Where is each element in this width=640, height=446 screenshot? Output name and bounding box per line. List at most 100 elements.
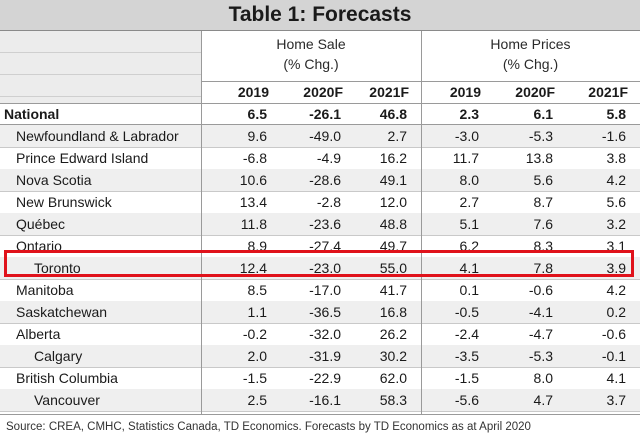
row-value: -4.9 bbox=[316, 150, 341, 166]
row-value: 30.2 bbox=[379, 348, 407, 364]
row-value: 4.2 bbox=[606, 282, 626, 298]
row-value: 41.7 bbox=[379, 282, 407, 298]
row-value: 48.8 bbox=[379, 216, 407, 232]
row-value: -1.5 bbox=[242, 370, 267, 386]
row-value: 8.0 bbox=[533, 370, 553, 386]
row-label: Alberta bbox=[16, 326, 61, 342]
table-row: National 6.5 -26.1 46.8 2.3 6.1 5.8 bbox=[0, 103, 640, 125]
row-value: 2.3 bbox=[459, 106, 479, 122]
toronto-highlight-box bbox=[4, 250, 634, 277]
row-value: 26.2 bbox=[379, 326, 407, 342]
home-sale-label: Home Sale bbox=[276, 36, 346, 52]
row-value: -0.6 bbox=[601, 326, 626, 342]
year-header-sale-2020f: 2020F bbox=[303, 84, 343, 100]
row-value: 8.5 bbox=[247, 282, 267, 298]
table-row: Prince Edward Island -6.8 -4.9 16.2 11.7 13.8… bbox=[0, 147, 640, 169]
row-label: Manitoba bbox=[16, 282, 74, 298]
row-value: 9.6 bbox=[247, 128, 267, 144]
column-divider-groups bbox=[421, 31, 422, 415]
home-prices-group-header: Home Prices (% Chg.) bbox=[421, 31, 640, 81]
row-label: Prince Edward Island bbox=[16, 150, 149, 166]
row-value: 5.1 bbox=[459, 216, 479, 232]
row-value: -3.5 bbox=[454, 348, 479, 364]
table-row: Nova Scotia 10.6 -28.6 49.1 8.0 5.6 4.2 bbox=[0, 169, 640, 191]
table-row: Saskatchewan 1.1 -36.5 16.8 -0.5 -4.1 0.2 bbox=[0, 301, 640, 323]
row-value: -0.2 bbox=[242, 326, 267, 342]
row-value: -0.6 bbox=[528, 282, 553, 298]
row-value: 5.8 bbox=[606, 106, 626, 122]
row-value: 13.4 bbox=[239, 194, 267, 210]
row-value: 62.0 bbox=[379, 370, 407, 386]
row-value: 16.2 bbox=[379, 150, 407, 166]
row-divider bbox=[0, 191, 640, 192]
table-row: British Columbia -1.5 -22.9 62.0 -1.5 8.0 4.1 bbox=[0, 367, 640, 389]
row-value: 2.7 bbox=[387, 128, 407, 144]
row-value: 0.2 bbox=[606, 304, 626, 320]
row-value: -0.1 bbox=[601, 348, 626, 364]
row-value: -32.0 bbox=[309, 326, 341, 342]
home-prices-unit: (% Chg.) bbox=[502, 56, 559, 72]
row-value: 10.6 bbox=[239, 172, 267, 188]
row-value: 2.5 bbox=[247, 392, 267, 408]
table-row: Alberta -0.2 -32.0 26.2 -2.4 -4.7 -0.6 bbox=[0, 323, 640, 345]
row-value: -5.3 bbox=[528, 348, 553, 364]
table-title: Table 1: Forecasts bbox=[0, 0, 640, 31]
row-value: -31.9 bbox=[309, 348, 341, 364]
row-value: 12.0 bbox=[379, 194, 407, 210]
year-header-price-2020f: 2020F bbox=[515, 84, 555, 100]
table-row: Vancouver 2.5 -16.1 58.3 -5.6 4.7 3.7 bbox=[0, 389, 640, 411]
table-row: Calgary 2.0 -31.9 30.2 -3.5 -5.3 -0.1 bbox=[0, 345, 640, 367]
row-value: 4.1 bbox=[606, 370, 626, 386]
row-value: 3.8 bbox=[606, 150, 626, 166]
row-value: -2.8 bbox=[316, 194, 341, 210]
home-sale-group-header: Home Sale (% Chg.) bbox=[201, 31, 421, 81]
row-label: Calgary bbox=[34, 348, 83, 364]
row-value: 49.1 bbox=[379, 172, 407, 188]
row-value: -5.3 bbox=[528, 128, 553, 144]
row-label: Toronto bbox=[34, 260, 81, 276]
header-blank-cell bbox=[0, 31, 201, 103]
row-value: 46.8 bbox=[379, 106, 407, 122]
group-header-divider bbox=[201, 81, 640, 82]
row-value: -5.6 bbox=[454, 392, 479, 408]
table-row: Manitoba 8.5 -17.0 41.7 0.1 -0.6 4.2 bbox=[0, 279, 640, 301]
row-value: 58.3 bbox=[379, 392, 407, 408]
row-value: 4.7 bbox=[533, 392, 553, 408]
year-header-sale-2019: 2019 bbox=[237, 84, 269, 100]
row-value: 8.7 bbox=[533, 194, 553, 210]
row-value: 3.9 bbox=[606, 260, 626, 276]
row-value: 7.6 bbox=[533, 216, 553, 232]
row-divider bbox=[0, 323, 640, 324]
row-value: 12.4 bbox=[239, 260, 267, 276]
home-sale-unit: (% Chg.) bbox=[283, 56, 339, 72]
row-value: 3.7 bbox=[606, 392, 626, 408]
row-divider bbox=[0, 411, 640, 412]
row-value: -3.0 bbox=[454, 128, 479, 144]
table-row: New Brunswick 13.4 -2.8 12.0 2.7 8.7 5.6 bbox=[0, 191, 640, 213]
row-value: -36.5 bbox=[309, 304, 341, 320]
row-value: -49.0 bbox=[309, 128, 341, 144]
row-value: 4.1 bbox=[459, 260, 479, 276]
row-value: 5.6 bbox=[533, 172, 553, 188]
table-bottom-divider bbox=[0, 414, 640, 415]
row-value: -4.7 bbox=[528, 326, 553, 342]
year-header-divider bbox=[0, 103, 640, 104]
row-value: 11.8 bbox=[240, 216, 267, 232]
row-value: 6.1 bbox=[533, 106, 553, 122]
row-value: -0.5 bbox=[454, 304, 479, 320]
source-note: Source: CREA, CMHC, Statistics Canada, T… bbox=[6, 421, 531, 433]
row-value: 16.8 bbox=[379, 304, 407, 320]
year-header-price-2021f: 2021F bbox=[588, 84, 628, 100]
row-value: 8.0 bbox=[459, 172, 479, 188]
row-value: 1.1 bbox=[247, 304, 267, 320]
row-value: -22.9 bbox=[309, 370, 341, 386]
row-divider bbox=[0, 147, 640, 148]
row-value: -23.6 bbox=[309, 216, 341, 232]
row-label: Vancouver bbox=[34, 392, 100, 408]
row-value: 5.6 bbox=[606, 194, 626, 210]
row-value: 7.8 bbox=[533, 260, 553, 276]
row-value: -1.6 bbox=[601, 128, 626, 144]
row-value: -17.0 bbox=[309, 282, 341, 298]
row-value: 13.8 bbox=[525, 150, 553, 166]
table-row: Québec 11.8 -23.6 48.8 5.1 7.6 3.2 bbox=[0, 213, 640, 235]
